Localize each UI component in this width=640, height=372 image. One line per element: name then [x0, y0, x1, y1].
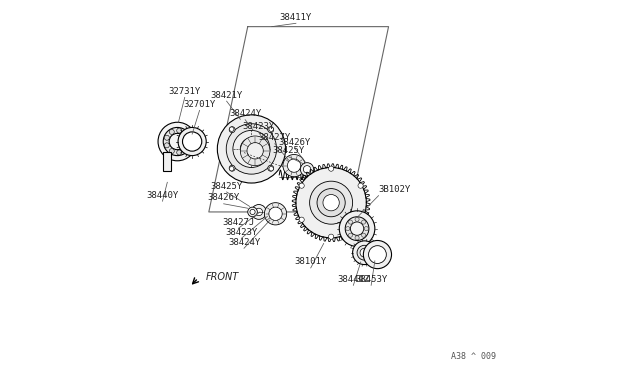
Circle shape: [299, 217, 304, 222]
Circle shape: [364, 227, 369, 231]
Circle shape: [268, 165, 274, 171]
Circle shape: [183, 146, 188, 151]
Text: 38453Y: 38453Y: [355, 275, 387, 284]
Text: 38424Y: 38424Y: [229, 109, 261, 118]
Circle shape: [247, 142, 263, 159]
Text: 38427J: 38427J: [222, 218, 255, 227]
Circle shape: [355, 236, 359, 240]
Circle shape: [364, 240, 392, 269]
Bar: [163, 152, 172, 171]
Circle shape: [252, 205, 266, 219]
Circle shape: [226, 124, 276, 174]
Circle shape: [328, 166, 333, 171]
Circle shape: [163, 128, 191, 155]
Circle shape: [269, 127, 273, 131]
Circle shape: [240, 138, 262, 160]
Circle shape: [346, 227, 350, 231]
Circle shape: [230, 127, 234, 131]
Circle shape: [248, 207, 257, 217]
Bar: [259, 209, 263, 215]
Circle shape: [353, 241, 376, 264]
Text: 38440Z: 38440Z: [337, 275, 369, 284]
Circle shape: [348, 233, 353, 237]
Circle shape: [328, 234, 333, 239]
Circle shape: [345, 217, 369, 240]
Text: 38424Y: 38424Y: [228, 238, 260, 247]
Circle shape: [229, 127, 235, 132]
Text: 38440Y: 38440Y: [147, 191, 179, 200]
Circle shape: [300, 163, 314, 176]
Circle shape: [348, 220, 353, 224]
Circle shape: [250, 209, 255, 215]
Circle shape: [183, 132, 188, 137]
Circle shape: [350, 222, 364, 235]
Text: 38425Y: 38425Y: [273, 146, 305, 155]
Circle shape: [358, 183, 363, 188]
Circle shape: [317, 189, 345, 217]
Text: 32731Y: 32731Y: [168, 87, 201, 96]
Circle shape: [233, 131, 270, 167]
Circle shape: [362, 233, 365, 237]
Circle shape: [360, 248, 369, 257]
Circle shape: [268, 127, 274, 132]
Circle shape: [178, 128, 206, 155]
Circle shape: [169, 134, 186, 150]
Circle shape: [229, 165, 235, 171]
Circle shape: [310, 181, 353, 224]
Circle shape: [362, 220, 365, 224]
Circle shape: [269, 167, 273, 171]
Circle shape: [358, 217, 363, 222]
Text: 38421Y: 38421Y: [211, 91, 243, 100]
Text: FRONT: FRONT: [206, 272, 239, 282]
Circle shape: [369, 246, 387, 263]
Text: 38101Y: 38101Y: [294, 257, 327, 266]
Circle shape: [177, 150, 182, 155]
Text: 32701Y: 32701Y: [184, 100, 216, 109]
Circle shape: [339, 211, 375, 246]
Circle shape: [240, 136, 270, 166]
Text: A38 ^ 009: A38 ^ 009: [451, 352, 496, 361]
Circle shape: [299, 183, 304, 188]
Circle shape: [218, 115, 285, 183]
Circle shape: [164, 135, 170, 140]
Text: 38427Y: 38427Y: [259, 133, 291, 142]
Text: 3B102Y: 3B102Y: [378, 185, 411, 194]
Circle shape: [323, 195, 339, 211]
Text: 38425Y: 38425Y: [211, 182, 243, 190]
Text: 38426Y: 38426Y: [278, 138, 311, 147]
Circle shape: [164, 143, 170, 148]
Text: 38411Y: 38411Y: [280, 13, 312, 22]
Text: 38423Y: 38423Y: [243, 122, 275, 131]
Circle shape: [182, 132, 202, 151]
Circle shape: [186, 139, 191, 144]
Circle shape: [296, 167, 366, 238]
Circle shape: [283, 154, 305, 177]
Circle shape: [287, 159, 301, 172]
Circle shape: [269, 207, 282, 221]
Circle shape: [169, 129, 174, 134]
Text: 38426Y: 38426Y: [207, 193, 240, 202]
Circle shape: [230, 167, 234, 171]
Circle shape: [169, 149, 174, 154]
Circle shape: [355, 217, 359, 221]
Circle shape: [255, 208, 262, 216]
Circle shape: [303, 166, 311, 173]
Text: 38423Y: 38423Y: [225, 228, 257, 237]
Circle shape: [158, 122, 196, 161]
Circle shape: [177, 128, 182, 133]
Circle shape: [357, 245, 372, 260]
Circle shape: [264, 203, 287, 225]
